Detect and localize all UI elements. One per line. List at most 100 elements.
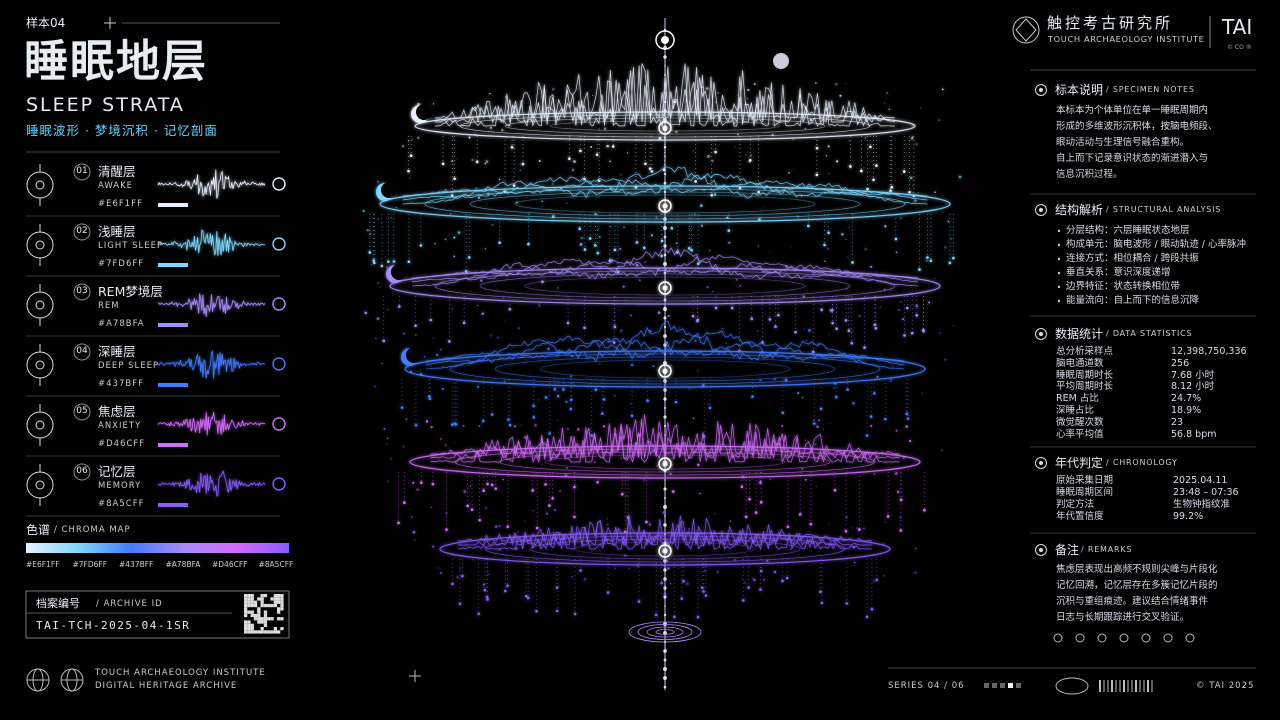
particle — [619, 248, 622, 250]
drip-dot — [507, 418, 510, 421]
particle — [802, 295, 805, 298]
particle — [571, 354, 574, 357]
layer-hex: #D46CFF — [98, 439, 146, 449]
drip-dot — [845, 602, 849, 605]
particle — [793, 169, 795, 170]
drip-dot — [759, 501, 763, 504]
drip-dot — [929, 259, 933, 263]
particle — [896, 490, 900, 493]
index-badge — [73, 463, 91, 481]
particle — [792, 139, 794, 141]
layer-hex: #8A5CFF — [98, 499, 145, 509]
particle — [808, 329, 811, 332]
section-icon — [1039, 332, 1043, 336]
particle — [912, 185, 914, 186]
particle — [409, 176, 411, 179]
particle — [911, 123, 915, 127]
particle — [585, 254, 587, 256]
particle — [803, 169, 805, 170]
particle — [602, 425, 606, 428]
qr-cell — [257, 610, 261, 614]
particle — [879, 306, 882, 308]
particle — [736, 453, 738, 455]
archive-subtitle: / ARCHIVE ID — [96, 599, 163, 609]
drip-dot — [616, 270, 620, 274]
drip-dot — [833, 488, 837, 492]
particle — [402, 445, 405, 448]
qr-cell — [244, 594, 248, 598]
drip-dot — [602, 398, 606, 401]
particle — [386, 437, 389, 440]
axis-dot — [664, 290, 666, 292]
particle — [583, 577, 587, 581]
particle — [480, 449, 482, 451]
index-badge — [73, 223, 91, 241]
particle — [827, 145, 830, 148]
stratum-ring — [494, 356, 836, 382]
drip-dot — [397, 305, 401, 308]
structure-item: 能量流向：自上而下的信息沉降 — [1066, 295, 1200, 306]
particle — [486, 127, 488, 129]
qr-cell — [270, 597, 274, 601]
drip-dot — [431, 482, 435, 486]
qr-cell — [244, 610, 248, 614]
drip-dot — [915, 314, 919, 317]
particle — [707, 124, 709, 126]
section-title: 备注 — [1055, 543, 1080, 557]
particle — [474, 133, 477, 136]
drip-dot — [873, 392, 876, 395]
particle — [773, 570, 777, 574]
drip-dot — [748, 497, 751, 501]
drip-dot — [573, 612, 577, 616]
qr-cell — [263, 620, 268, 624]
particle — [580, 236, 584, 240]
particle — [708, 250, 711, 252]
particle — [831, 189, 833, 191]
particle — [976, 206, 978, 208]
drip-dot — [526, 596, 530, 600]
particle — [598, 362, 601, 365]
particle — [573, 160, 576, 163]
particle — [419, 370, 421, 372]
particle — [494, 525, 498, 528]
stratum-wave — [435, 66, 895, 128]
drip-dot — [646, 399, 649, 402]
drip-dot — [486, 598, 489, 601]
stratum — [362, 162, 978, 274]
drip-dot — [785, 576, 789, 580]
drip-dot — [635, 241, 639, 244]
particle — [904, 341, 906, 343]
drip-dot — [428, 395, 431, 398]
particle — [944, 358, 947, 361]
particle — [800, 573, 802, 575]
stratum-ring — [434, 270, 896, 302]
particle — [665, 341, 669, 345]
bullet — [1057, 299, 1061, 303]
qr-cell — [270, 617, 274, 621]
node — [662, 368, 668, 374]
particle — [571, 514, 573, 516]
particle — [571, 382, 574, 384]
axis-dot — [663, 181, 667, 185]
axis-dot — [662, 504, 668, 510]
drip-dot — [387, 260, 390, 263]
particle — [566, 467, 568, 469]
chrono-label: 年代置信度 — [1056, 511, 1104, 522]
particle — [508, 234, 510, 236]
particle — [827, 172, 830, 175]
drip-dot — [798, 513, 802, 516]
drip-dot — [948, 261, 952, 265]
stratum-ring — [544, 454, 786, 470]
section-icon — [1039, 88, 1043, 92]
particle — [455, 442, 457, 444]
particle — [873, 473, 876, 475]
particle — [444, 446, 446, 448]
drip-dot — [786, 525, 790, 529]
drip-dot — [815, 146, 819, 150]
qr-cell — [273, 594, 277, 598]
axis-dot — [663, 271, 667, 275]
drip-dot — [453, 177, 456, 180]
drip-dot — [535, 609, 538, 613]
particle — [870, 425, 873, 427]
stat-value: 12,398,750,336 — [1171, 346, 1247, 357]
